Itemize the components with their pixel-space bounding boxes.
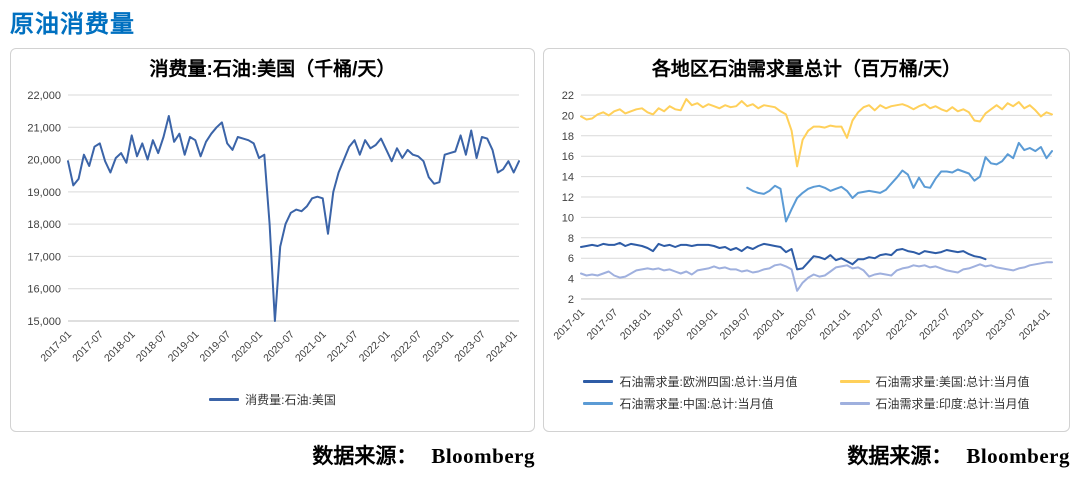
data-source-right: 数据来源： Bloomberg: [543, 440, 1070, 470]
svg-text:18: 18: [562, 131, 574, 143]
svg-text:20: 20: [562, 110, 574, 122]
svg-text:2021-01: 2021-01: [817, 307, 853, 343]
charts-row: 消费量:石油:美国（千桶/天） 15,000 16,000 17,000 18,000…: [10, 48, 1070, 432]
svg-text:22: 22: [562, 90, 574, 102]
svg-text:14: 14: [562, 172, 574, 184]
svg-text:2017-01: 2017-01: [38, 329, 74, 365]
svg-text:2023-01: 2023-01: [950, 307, 986, 343]
svg-text:2022-01: 2022-01: [357, 329, 393, 365]
data-source-label: 数据来源：: [847, 444, 953, 468]
svg-text:10: 10: [562, 212, 574, 224]
chart-legend-regional-demand: 石油需求量:欧洲四国:总计:当月值 石油需求量:美国:总计:当月值石油需求量:中国…: [583, 373, 1030, 412]
legend-item: 石油需求量:中国:总计:当月值: [583, 395, 797, 412]
svg-text:2019-07: 2019-07: [718, 307, 754, 343]
svg-text:20,000: 20,000: [27, 155, 61, 167]
svg-text:2022-01: 2022-01: [884, 307, 920, 343]
svg-text:2018-01: 2018-01: [618, 307, 654, 343]
data-source-left: 数据来源： Bloomberg: [10, 440, 535, 470]
svg-text:16: 16: [562, 151, 574, 163]
page-title: 原油消费量: [10, 11, 135, 38]
legend-label: 石油需求量:印度:总计:当月值: [875, 397, 1030, 411]
svg-text:8: 8: [568, 233, 574, 245]
svg-text:2018-07: 2018-07: [134, 329, 170, 365]
svg-text:2022-07: 2022-07: [389, 329, 425, 365]
svg-text:2023-07: 2023-07: [984, 307, 1020, 343]
svg-text:2024-01: 2024-01: [484, 329, 520, 365]
svg-text:18,000: 18,000: [27, 219, 61, 231]
legend-item: 石油需求量:印度:总计:当月值: [839, 395, 1030, 412]
svg-text:2020-07: 2020-07: [784, 307, 820, 343]
svg-text:2019-01: 2019-01: [684, 307, 720, 343]
svg-text:2022-07: 2022-07: [917, 307, 953, 343]
svg-text:2021-01: 2021-01: [293, 329, 329, 365]
svg-text:2023-01: 2023-01: [420, 329, 456, 365]
svg-text:22,000: 22,000: [27, 90, 61, 102]
legend-label: 石油需求量:美国:总计:当月值: [875, 375, 1030, 389]
legend-label: 石油需求量:欧洲四国:总计:当月值: [619, 375, 798, 389]
svg-text:2023-07: 2023-07: [452, 329, 488, 365]
chart-title-us-consumption: 消费量:石油:美国（千桶/天）: [149, 59, 396, 80]
legend-line-swatch: [583, 380, 614, 383]
legend-line-swatch: [583, 402, 614, 405]
chart-legend-us-consumption: 消费量:石油:美国: [209, 391, 336, 408]
svg-text:19,000: 19,000: [27, 187, 61, 199]
svg-text:2020-01: 2020-01: [229, 329, 265, 365]
legend-label: 消费量:石油:美国: [245, 393, 336, 407]
legend-item: 石油需求量:美国:总计:当月值: [839, 373, 1030, 390]
svg-text:2021-07: 2021-07: [325, 329, 361, 365]
svg-text:2018-01: 2018-01: [102, 329, 138, 365]
legend-line-swatch: [209, 398, 240, 401]
data-source-brand: Bloomberg: [966, 444, 1070, 468]
data-source-label: 数据来源：: [312, 444, 418, 468]
svg-text:2021-07: 2021-07: [851, 307, 887, 343]
svg-text:2017-07: 2017-07: [70, 329, 106, 365]
svg-text:2024-01: 2024-01: [1017, 307, 1053, 343]
svg-text:2020-07: 2020-07: [261, 329, 297, 365]
svg-text:2017-07: 2017-07: [585, 307, 621, 343]
svg-text:2: 2: [568, 294, 574, 306]
chart-panel-us-consumption: 消费量:石油:美国（千桶/天） 15,000 16,000 17,000 18,000…: [10, 48, 535, 432]
line-chart-regional-demand: 2468101214161820222017-012017-072018-012…: [551, 90, 1053, 343]
legend-line-swatch: [839, 402, 870, 405]
chart-panel-regional-demand: 各地区石油需求量总计（百万桶/天） 2 4 6 8 10 12 14 16 18 20 22 2017…: [543, 48, 1070, 432]
legend-item: 消费量:石油:美国: [209, 391, 336, 408]
legend-item: 石油需求量:欧洲四国:总计:当月值: [583, 373, 798, 390]
chart-title-regional-demand: 各地区石油需求量总计（百万桶/天）: [651, 59, 962, 80]
svg-text:17,000: 17,000: [27, 251, 61, 263]
line-chart-us-consumption: 15,000 16,000 17,000 18,000 19,000 20,000 21,0…: [27, 90, 520, 365]
svg-text:2018-07: 2018-07: [651, 307, 687, 343]
svg-text:2020-01: 2020-01: [751, 307, 787, 343]
legend-label: 石油需求量:中国:总计:当月值: [619, 397, 774, 411]
data-source-brand: Bloomberg: [431, 444, 535, 468]
svg-text:2019-01: 2019-01: [166, 329, 202, 365]
svg-text:15,000: 15,000: [27, 316, 61, 328]
svg-text:16,000: 16,000: [27, 284, 61, 296]
svg-text:12: 12: [562, 192, 574, 204]
svg-text:2019-07: 2019-07: [198, 329, 234, 365]
sources-row: 数据来源： Bloomberg 数据来源： Bloomberg: [10, 440, 1070, 470]
svg-text:21,000: 21,000: [27, 122, 61, 134]
svg-text:6: 6: [568, 253, 574, 265]
svg-text:2017-01: 2017-01: [551, 307, 587, 343]
svg-text:4: 4: [568, 274, 574, 286]
legend-line-swatch: [839, 380, 870, 383]
